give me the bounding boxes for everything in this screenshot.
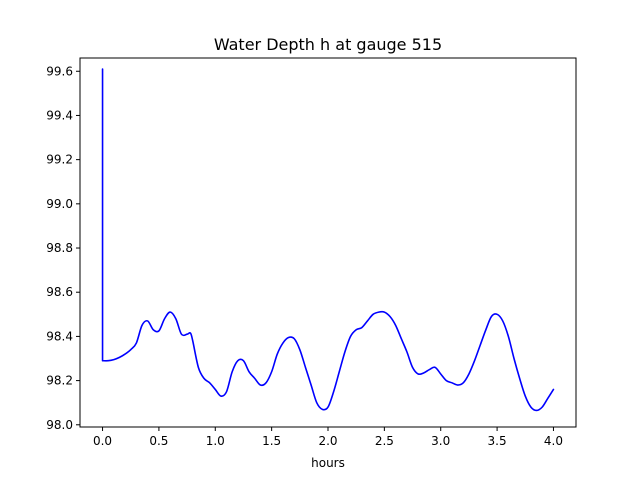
x-tick-label: 1.5	[262, 434, 281, 448]
y-tick-label: 98.2	[46, 374, 73, 388]
y-tick-label: 99.6	[46, 64, 73, 78]
series-group	[101, 68, 555, 412]
x-tick-label: 3.5	[488, 434, 507, 448]
y-tick-label: 99.4	[46, 108, 73, 122]
x-axis: 0.0 0.5 1.0 1.5 2.0 2.5 3.0 3.5 4.0	[93, 427, 563, 448]
y-axis: 98.0 98.2 98.4 98.6 98.8 99.0 99.2 99.4 99.6	[46, 64, 80, 432]
plot-area-frame	[79, 57, 577, 428]
series-line	[101, 68, 555, 412]
x-tick-label: 0.5	[149, 434, 168, 448]
x-tick-label: 2.5	[375, 434, 394, 448]
x-axis-label: hours	[311, 456, 345, 470]
y-tick-label: 98.0	[46, 418, 73, 432]
y-tick-label: 98.6	[46, 285, 73, 299]
x-tick-label: 1.0	[206, 434, 225, 448]
x-tick-label: 2.0	[318, 434, 337, 448]
y-tick-label: 98.4	[46, 329, 73, 343]
x-tick-label: 4.0	[544, 434, 563, 448]
x-tick-label: 0.0	[93, 434, 112, 448]
x-tick-label: 3.0	[431, 434, 450, 448]
y-tick-label: 98.8	[46, 241, 73, 255]
y-tick-label: 99.0	[46, 197, 73, 211]
chart-title: Water Depth h at gauge 515	[214, 35, 442, 54]
y-tick-label: 99.2	[46, 153, 73, 167]
